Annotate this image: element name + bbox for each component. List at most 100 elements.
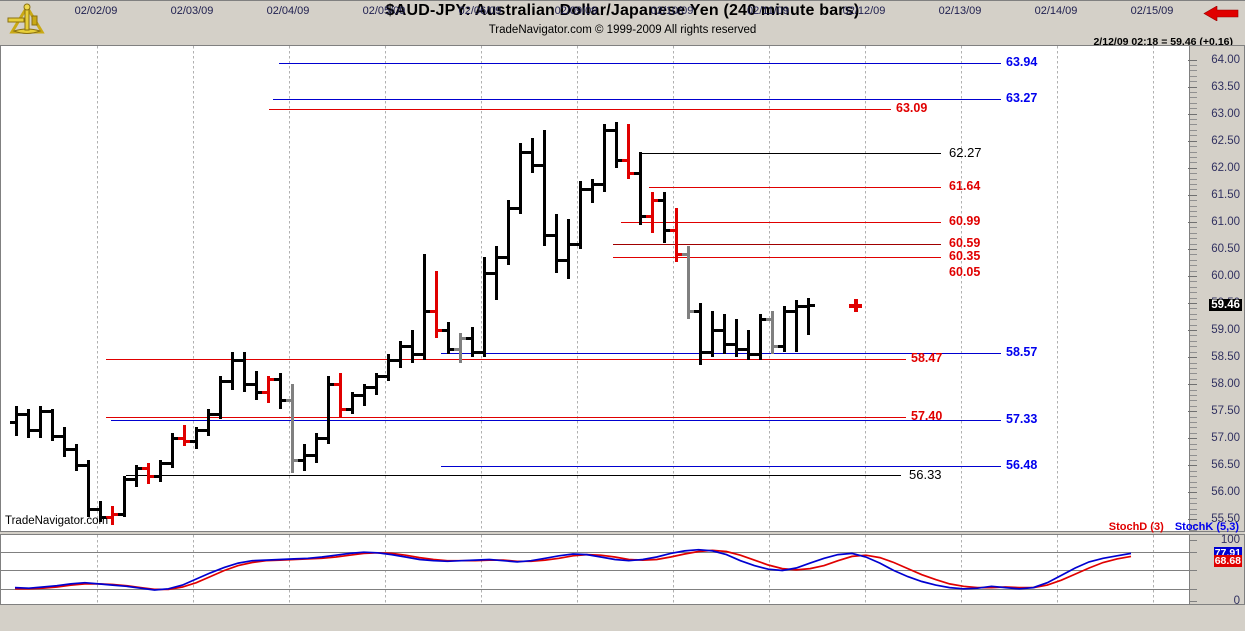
study-line[interactable]	[111, 420, 1001, 422]
price-axis-minor-tick	[1190, 400, 1197, 402]
ohlc-open-tick	[586, 188, 591, 192]
price-axis-minor-tick	[1190, 146, 1197, 148]
study-line[interactable]	[441, 466, 1001, 468]
ohlc-bar	[387, 354, 390, 382]
price-axis-minor-tick	[1190, 135, 1197, 137]
study-line[interactable]	[649, 187, 941, 189]
ohlc-bar	[195, 427, 198, 450]
price-axis-tick	[1188, 86, 1197, 88]
ohlc-bar	[75, 443, 78, 471]
study-line-label: 63.27	[1006, 91, 1038, 106]
price-axis-minor-tick	[1190, 64, 1197, 66]
price-axis-minor-tick	[1190, 216, 1197, 218]
price-axis-minor-tick	[1190, 254, 1197, 256]
price-axis-minor-tick	[1190, 378, 1197, 380]
ohlc-close-tick	[654, 199, 659, 203]
ohlc-open-tick	[514, 207, 519, 211]
ohlc-open-tick	[394, 358, 399, 362]
price-axis-minor-tick	[1190, 308, 1197, 310]
ohlc-bar	[99, 500, 102, 523]
ohlc-close-tick	[714, 329, 719, 333]
ohlc-bar	[411, 330, 414, 363]
ohlc-bar	[255, 370, 258, 401]
ohlc-open-tick	[310, 453, 315, 457]
price-axis[interactable]: 64.00 63.50 63.00 62.50 62.00 61.50 61.00 60.50…	[1188, 45, 1245, 532]
ohlc-close-tick	[570, 242, 575, 246]
stoch-d-line	[15, 549, 1132, 591]
price-axis-tick	[1188, 248, 1197, 250]
study-line[interactable]	[279, 62, 1001, 64]
price-axis-tick	[1188, 167, 1197, 169]
date-axis[interactable]: 02/02/09 02/03/09 02/04/09 02/05/09 02/06/09…	[0, 0, 1245, 27]
ohlc-bar	[771, 311, 774, 355]
ohlc-bar	[159, 459, 162, 482]
ohlc-bar	[435, 270, 438, 339]
price-axis-minor-tick	[1190, 503, 1197, 505]
study-line[interactable]	[613, 244, 941, 246]
ohlc-bar	[759, 313, 762, 360]
study-line[interactable]	[106, 416, 906, 418]
ohlc-bar	[111, 505, 114, 525]
study-line[interactable]	[613, 257, 941, 259]
ohlc-close-tick	[474, 350, 479, 354]
study-line[interactable]	[641, 153, 941, 155]
price-axis-minor-tick	[1190, 281, 1197, 283]
study-line[interactable]	[273, 99, 1001, 101]
study-line[interactable]	[269, 108, 891, 110]
price-axis-minor-tick	[1190, 362, 1197, 364]
ohlc-close-tick	[606, 128, 611, 132]
ohlc-bar	[531, 137, 534, 174]
date-axis-label: 02/04/09	[266, 5, 310, 17]
price-axis-minor-tick	[1190, 189, 1197, 191]
ohlc-open-tick	[166, 461, 171, 465]
stoch-k-line	[14, 548, 1132, 591]
ohlc-bar	[87, 459, 90, 517]
ohlc-bar	[579, 181, 582, 249]
stoch-level-line	[1, 588, 1189, 590]
ohlc-open-tick	[382, 375, 387, 379]
ohlc-close-tick	[354, 394, 359, 398]
study-line[interactable]	[621, 222, 941, 224]
stochastic-panel[interactable]	[0, 534, 1190, 605]
ohlc-open-tick	[286, 399, 291, 403]
price-axis-minor-tick	[1190, 508, 1197, 510]
ohlc-open-tick	[142, 467, 147, 471]
ohlc-close-tick	[378, 375, 383, 379]
price-axis-minor-tick	[1190, 270, 1197, 272]
price-axis-minor-tick	[1190, 346, 1197, 348]
study-line-label: 61.64	[949, 179, 981, 194]
ohlc-close-tick	[234, 358, 239, 362]
ohlc-open-tick	[406, 345, 411, 349]
ohlc-close-tick	[450, 348, 455, 352]
stoch-d-legend: StochD (3)	[1108, 521, 1164, 533]
ohlc-bar	[303, 443, 306, 471]
ohlc-close-tick	[30, 429, 35, 433]
study-line-label: 62.27	[949, 145, 982, 161]
ohlc-close-tick	[186, 440, 191, 443]
price-chart-panel[interactable]: 63.94 63.27 63.09 62.27 61.64 60.99 60.59 60.35…	[0, 45, 1190, 532]
ohlc-bar	[15, 405, 18, 436]
ohlc-open-tick	[130, 477, 135, 481]
ohlc-close-tick	[678, 253, 683, 257]
ohlc-bar	[711, 311, 714, 358]
study-line[interactable]	[441, 353, 1001, 355]
ohlc-bar	[507, 200, 510, 266]
ohlc-close-tick	[102, 515, 107, 519]
ohlc-bar	[747, 330, 750, 360]
ohlc-open-tick	[358, 394, 363, 398]
stochastic-axis[interactable]: 100 0 77.91 68.68	[1189, 534, 1245, 607]
price-axis-minor-tick	[1190, 151, 1197, 153]
ohlc-open-tick	[118, 513, 123, 517]
price-gridline	[1153, 46, 1154, 531]
study-line[interactable]	[106, 358, 906, 360]
current-price-marker	[849, 299, 862, 313]
study-line[interactable]	[126, 474, 901, 476]
left-arrow-icon[interactable]	[1203, 6, 1239, 21]
price-axis-minor-tick	[1190, 232, 1197, 234]
ohlc-open-tick	[430, 310, 435, 314]
price-axis-minor-tick	[1190, 497, 1197, 499]
price-axis-minor-tick	[1190, 286, 1197, 288]
ohlc-bar	[495, 246, 498, 301]
ohlc-bar	[123, 476, 126, 517]
